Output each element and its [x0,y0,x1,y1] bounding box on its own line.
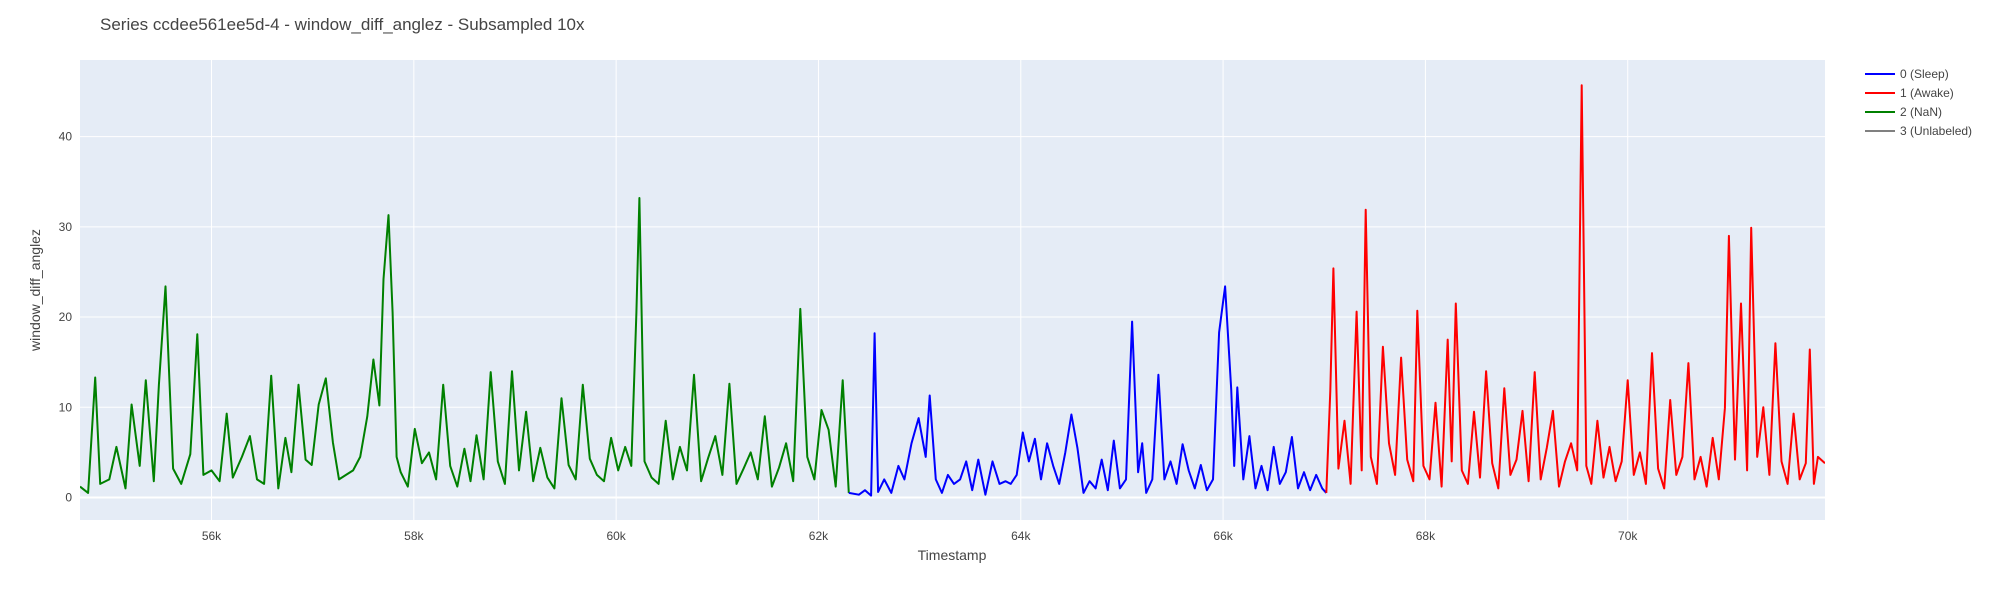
legend-label-nan: 2 (NaN) [1900,105,1942,119]
legend-item-unlabeled[interactable]: 3 (Unlabeled) [1865,124,1972,138]
y-tick-label: 0 [65,490,72,504]
y-tick-label: 40 [59,130,73,144]
plot-background [80,60,1825,520]
x-tick-label: 62k [809,529,829,543]
x-axis-title: Timestamp [918,547,987,563]
legend-label-unlabeled: 3 (Unlabeled) [1900,124,1972,138]
x-tick-label: 60k [606,529,626,543]
x-tick-label: 70k [1618,529,1638,543]
tick-labels: 56k 58k 60k 62k 64k 66k 68k 70k 0 10 20 30 40 [59,130,1639,543]
x-tick-label: 58k [404,529,424,543]
x-tick-label: 64k [1011,529,1031,543]
series-line-2-nan [80,197,850,494]
legend-label-sleep: 0 (Sleep) [1900,67,1949,81]
legend[interactable]: 0 (Sleep) 1 (Awake) 2 (NaN) 3 (Unlabeled… [1865,67,1972,138]
chart-title: Series ccdee561ee5d-4 - window_diff_angl… [100,15,585,34]
legend-item-awake[interactable]: 1 (Awake) [1865,86,1954,100]
grid-lines [80,60,1825,520]
y-tick-label: 30 [59,220,73,234]
y-tick-label: 20 [59,310,73,324]
series-line-0-sleep [848,285,1328,497]
legend-item-nan[interactable]: 2 (NaN) [1865,105,1942,119]
x-tick-label: 56k [202,529,222,543]
series-line-1-awake [1325,84,1825,493]
legend-item-sleep[interactable]: 0 (Sleep) [1865,67,1949,81]
series-lines [80,84,1825,497]
x-tick-label: 66k [1213,529,1233,543]
y-tick-label: 10 [59,400,73,414]
y-axis-title: window_diff_anglez [27,229,43,352]
legend-label-awake: 1 (Awake) [1900,86,1954,100]
x-tick-label: 68k [1416,529,1436,543]
